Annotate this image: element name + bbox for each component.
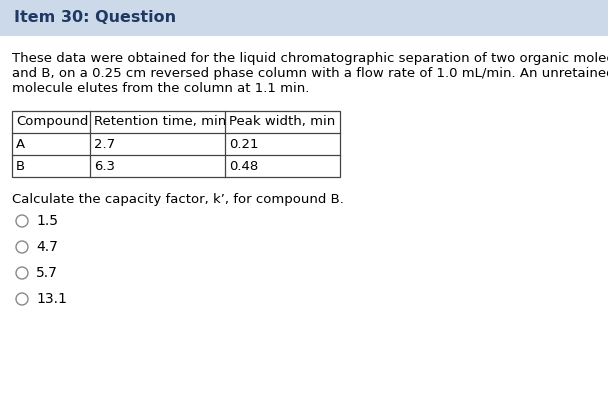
Text: Compound: Compound — [16, 115, 88, 128]
Text: Calculate the capacity factor, k’, for compound B.: Calculate the capacity factor, k’, for c… — [12, 193, 344, 206]
Text: 0.21: 0.21 — [229, 138, 258, 150]
Text: Retention time, min: Retention time, min — [94, 115, 226, 128]
Text: 4.7: 4.7 — [36, 240, 58, 254]
Text: 5.7: 5.7 — [36, 266, 58, 280]
Text: 2.7: 2.7 — [94, 138, 115, 150]
Text: These data were obtained for the liquid chromatographic separation of two organi: These data were obtained for the liquid … — [12, 52, 608, 65]
Text: 6.3: 6.3 — [94, 160, 115, 172]
Text: Item 30: Question: Item 30: Question — [14, 10, 176, 26]
Text: 0.48: 0.48 — [229, 160, 258, 172]
Bar — [12, 111, 340, 177]
Text: and B, on a 0.25 cm reversed phase column with a flow rate of 1.0 mL/min. An unr: and B, on a 0.25 cm reversed phase colum… — [12, 67, 608, 80]
Text: 13.1: 13.1 — [36, 292, 67, 306]
Text: A: A — [16, 138, 25, 150]
Text: Peak width, min: Peak width, min — [229, 115, 335, 128]
Text: molecule elutes from the column at 1.1 min.: molecule elutes from the column at 1.1 m… — [12, 82, 309, 95]
Text: B: B — [16, 160, 25, 172]
Text: 1.5: 1.5 — [36, 214, 58, 228]
